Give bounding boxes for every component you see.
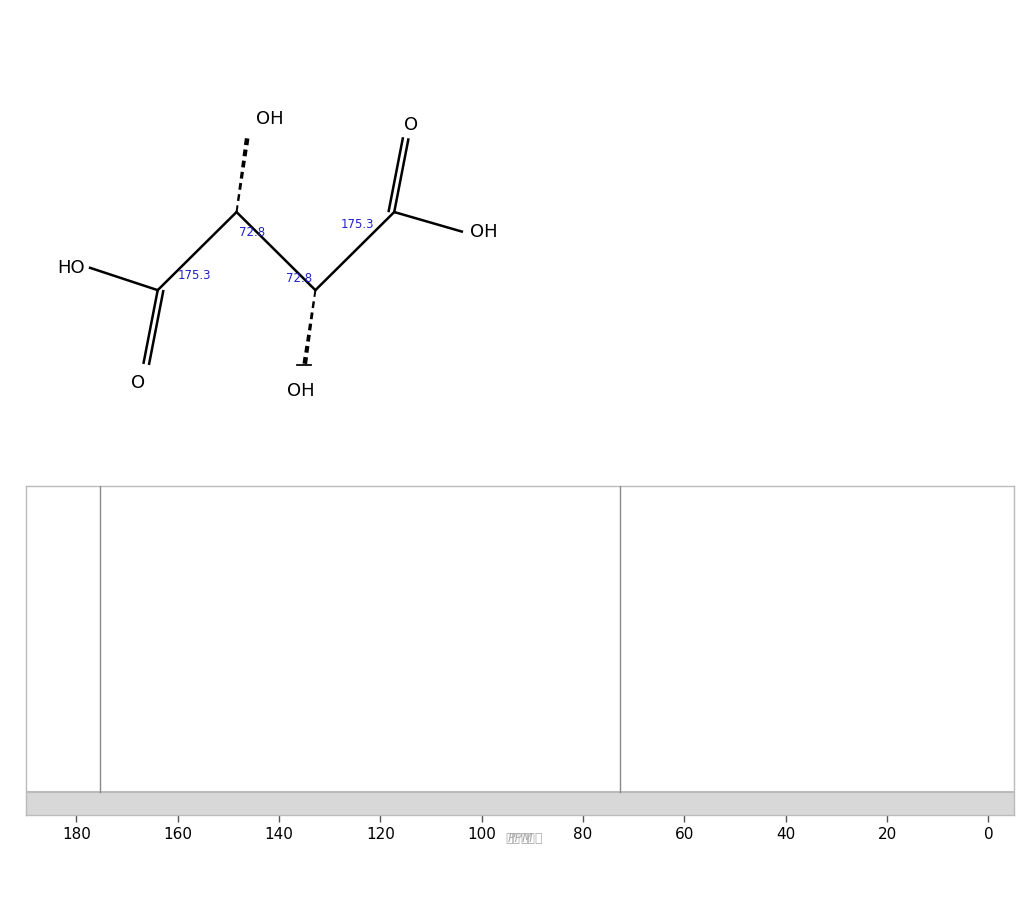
Text: 175.3: 175.3 [341,218,375,230]
Text: 72.8: 72.8 [240,226,265,239]
Text: HO: HO [57,259,84,277]
Text: OH: OH [470,222,498,240]
Text: OH: OH [256,111,284,129]
Text: OH: OH [288,382,315,400]
Text: O: O [131,374,145,392]
Text: 72.8: 72.8 [287,272,312,284]
Text: 化工网: 化工网 [520,832,543,845]
Text: 盖德: 盖德 [505,832,520,845]
Bar [26,791,1014,814]
Text: 175.3: 175.3 [177,269,211,282]
Text: PPM: PPM [507,832,534,845]
Text: O: O [404,116,418,134]
